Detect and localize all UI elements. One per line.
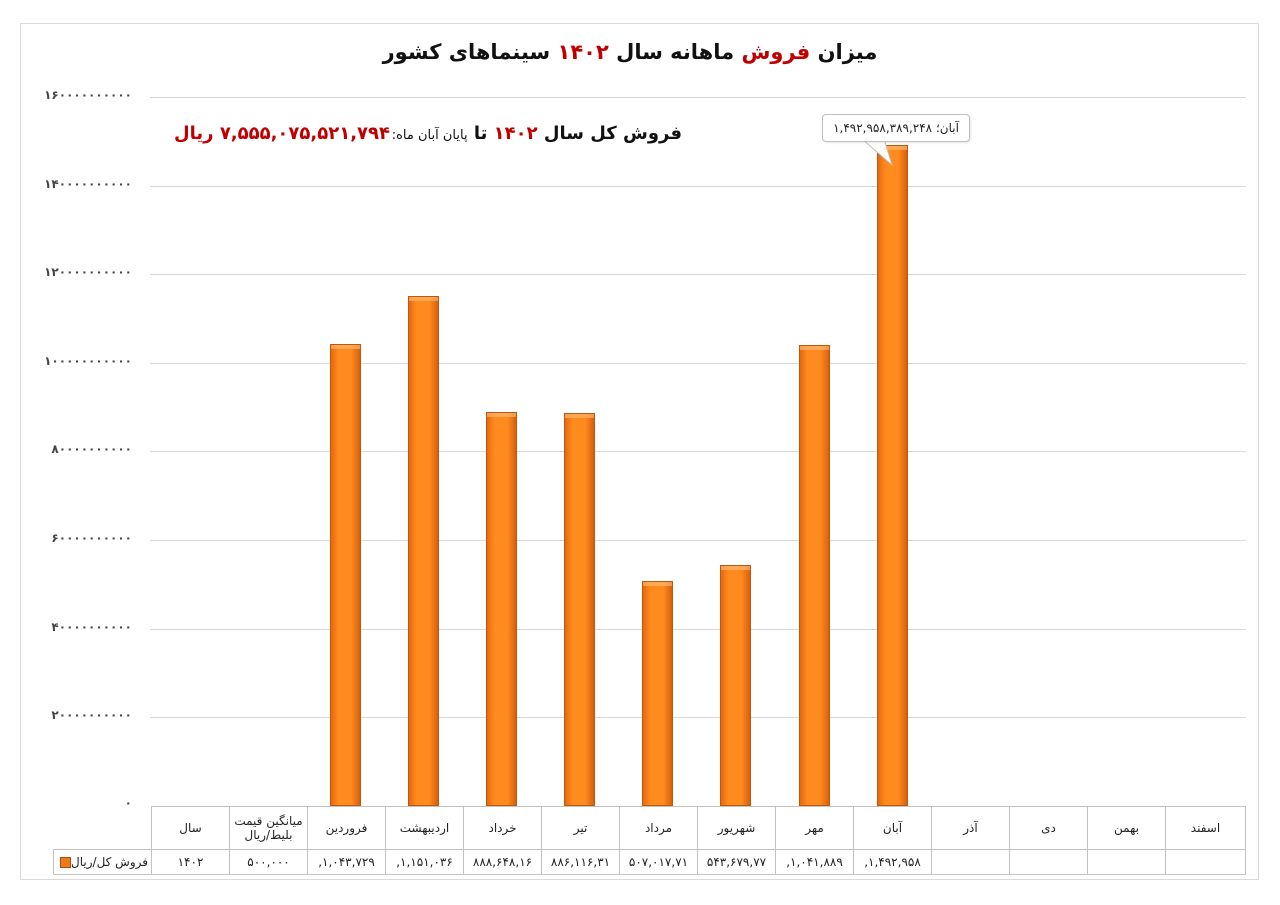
total-label-small: پایان آبان ماه: xyxy=(391,128,468,143)
total-label-text: تا xyxy=(467,123,494,144)
table-cell: ۵۰۷,۰۱۷,۷۱ xyxy=(619,849,698,875)
bar-shahrivar[interactable] xyxy=(720,565,751,806)
table-header: آذر xyxy=(931,806,1010,850)
gridline xyxy=(150,451,1246,452)
data-callout-aban: آبان؛ ۱,۴۹۲,۹۵۸,۳۸۹,۲۴۸ xyxy=(822,114,970,142)
table-corner xyxy=(53,806,152,850)
table-header: سال xyxy=(151,806,230,850)
gridline xyxy=(150,186,1246,187)
table-cell: ۱,۰۴۱,۸۸۹, xyxy=(775,849,854,875)
gridline xyxy=(150,717,1246,718)
gridline xyxy=(150,629,1246,630)
table-header: اردیبهشت xyxy=(385,806,464,850)
table-cell xyxy=(1165,849,1246,875)
series-legend: فروش کل/ریال xyxy=(53,849,152,875)
table-header: مرداد xyxy=(619,806,698,850)
table-cell: ۸۸۶,۱۱۶,۳۱ xyxy=(541,849,620,875)
title-text: میزان xyxy=(810,40,878,64)
y-tick-label: ۶۰۰۰۰۰۰۰۰۰۰ xyxy=(51,531,132,545)
series-label: فروش کل/ریال xyxy=(71,855,148,869)
table-header: مهر xyxy=(775,806,854,850)
y-tick-label: ۲۰۰۰۰۰۰۰۰۰۰ xyxy=(51,708,132,722)
bar-tir[interactable] xyxy=(564,413,595,806)
total-label-text: فروش کل سال xyxy=(537,123,682,144)
total-label-year: ۱۴۰۲ xyxy=(493,123,538,144)
bar-mordad[interactable] xyxy=(642,581,673,806)
gridline xyxy=(150,540,1246,541)
table-header: دی xyxy=(1009,806,1088,850)
table-header: فروردین xyxy=(307,806,386,850)
total-sales-label: فروش کل سال ۱۴۰۲ تا پایان آبان ماه: xyxy=(392,123,682,144)
table-header: تیر xyxy=(541,806,620,850)
table-cell xyxy=(1087,849,1166,875)
chart-title: میزان فروش ماهانه سال ۱۴۰۲ سینماهای کشور xyxy=(0,40,1260,64)
callout-pointer-icon xyxy=(862,139,893,167)
table-cell xyxy=(931,849,1010,875)
bar-ordibehesht[interactable] xyxy=(408,296,439,806)
title-year: ۱۴۰۲ xyxy=(557,40,609,64)
table-cell: ۱,۰۴۳,۷۲۹, xyxy=(307,849,386,875)
y-tick-label: ۱۰۰۰۰۰۰۰۰۰۰۰ xyxy=(44,354,132,368)
table-header: بهمن xyxy=(1087,806,1166,850)
table-cell: ۱۴۰۲ xyxy=(151,849,230,875)
y-tick-label: ۱۲۰۰۰۰۰۰۰۰۰۰ xyxy=(44,265,132,279)
table-cell: ۱,۴۹۲,۹۵۸, xyxy=(853,849,932,875)
table-cell: ۱,۱۵۱,۰۳۶, xyxy=(385,849,464,875)
total-sales-value: ۷,۵۵۵,۰۷۵,۵۲۱,۷۹۴ ریال xyxy=(174,123,390,144)
gridline xyxy=(150,274,1246,275)
gridline xyxy=(150,97,1246,98)
data-table: سال میانگین قیمت بلیط/ریال فروردین اردیب… xyxy=(53,806,1246,875)
table-cell: ۸۸۸,۶۴۸,۱۶ xyxy=(463,849,542,875)
table-cell: ۵۰۰,۰۰۰ xyxy=(229,849,308,875)
table-row: فروش کل/ریال ۱۴۰۲ ۵۰۰,۰۰۰ ۱,۰۴۳,۷۲۹, ۱,۱… xyxy=(53,849,1246,875)
y-tick-label: ۸۰۰۰۰۰۰۰۰۰۰ xyxy=(51,442,132,456)
table-header: میانگین قیمت بلیط/ریال xyxy=(229,806,308,850)
table-cell: ۵۴۳,۶۷۹,۷۷ xyxy=(697,849,776,875)
table-cell xyxy=(1009,849,1088,875)
y-tick-label: ۰ xyxy=(124,796,132,810)
legend-swatch-icon xyxy=(60,857,72,868)
title-text: سینماهای کشور xyxy=(382,40,558,64)
title-highlight: فروش xyxy=(741,40,811,64)
y-tick-label: ۴۰۰۰۰۰۰۰۰۰۰ xyxy=(51,620,132,634)
title-text: ماهانه سال xyxy=(608,40,742,64)
bar-aban[interactable] xyxy=(877,145,908,806)
table-header: خرداد xyxy=(463,806,542,850)
table-header: شهریور xyxy=(697,806,776,850)
y-tick-label: ۱۶۰۰۰۰۰۰۰۰۰۰ xyxy=(44,88,132,102)
bar-khordad[interactable] xyxy=(486,412,517,806)
bar-mehr[interactable] xyxy=(799,345,830,806)
table-header-row: سال میانگین قیمت بلیط/ریال فروردین اردیب… xyxy=(53,806,1246,850)
table-header: اسفند xyxy=(1165,806,1246,850)
bar-farvardin[interactable] xyxy=(330,344,361,806)
table-header: آبان xyxy=(853,806,932,850)
gridline xyxy=(150,363,1246,364)
y-tick-label: ۱۴۰۰۰۰۰۰۰۰۰۰ xyxy=(44,177,132,191)
